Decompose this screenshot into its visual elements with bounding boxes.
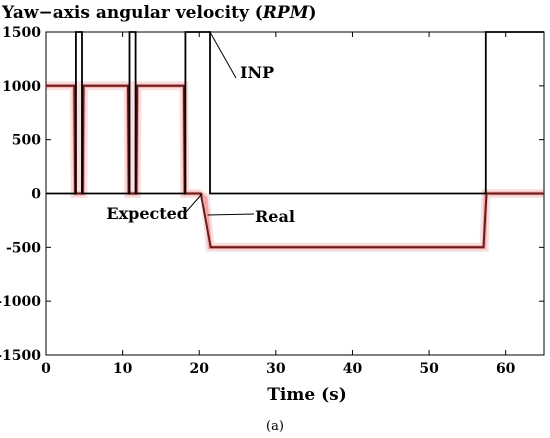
title-middle: axis angular velocity ( xyxy=(53,3,263,23)
y-tick-labels: 1500 1000 500 0 -500 -1000 -1500 xyxy=(0,25,41,364)
y-tick-label: 1000 xyxy=(2,79,41,95)
y-tick-label: -1500 xyxy=(0,348,41,364)
annotation-inp: INP xyxy=(240,63,274,82)
x-tick-label: 10 xyxy=(113,361,133,377)
annotation-leader-expected xyxy=(185,193,203,213)
y-tick-label: 0 xyxy=(31,187,41,203)
title-prefix: Yaw xyxy=(1,3,39,23)
series-line-inp xyxy=(46,31,544,195)
x-tick-label: 0 xyxy=(41,361,51,377)
x-tick-label: 20 xyxy=(189,361,209,377)
y-tick-label: -500 xyxy=(6,240,41,256)
x-tick-label: 60 xyxy=(496,361,516,377)
x-tick-labels: 0 10 20 30 40 50 60 xyxy=(41,361,516,377)
annotation-real: Real xyxy=(255,207,295,226)
series-layer xyxy=(46,31,544,252)
y-tick-label: 1500 xyxy=(2,25,41,41)
x-axis-label: Time (s) xyxy=(267,385,347,405)
annotation-layer: INP Expected Real xyxy=(106,31,295,226)
series-line-expected-glow xyxy=(46,81,544,252)
x-tick-label: 40 xyxy=(343,361,363,377)
x-tick-label: 50 xyxy=(419,361,439,377)
series-line-real xyxy=(46,84,544,249)
y-tick-label: 500 xyxy=(12,133,41,149)
y-tick-label: -1000 xyxy=(0,294,41,310)
figure-caption: (a) xyxy=(266,419,284,434)
chart-title: Yaw−axis angular velocity (RPM) xyxy=(1,3,317,23)
annotation-leader-inp xyxy=(209,31,237,79)
annotation-leader-real xyxy=(207,213,255,216)
series-line-expected-glow-inner xyxy=(46,83,544,250)
title-unit: RPM xyxy=(262,3,310,23)
axis-ticks xyxy=(45,31,544,356)
title-suffix: ) xyxy=(309,3,317,23)
x-tick-label: 30 xyxy=(266,361,286,377)
title-dash: − xyxy=(38,3,52,23)
annotation-expected: Expected xyxy=(106,204,188,223)
